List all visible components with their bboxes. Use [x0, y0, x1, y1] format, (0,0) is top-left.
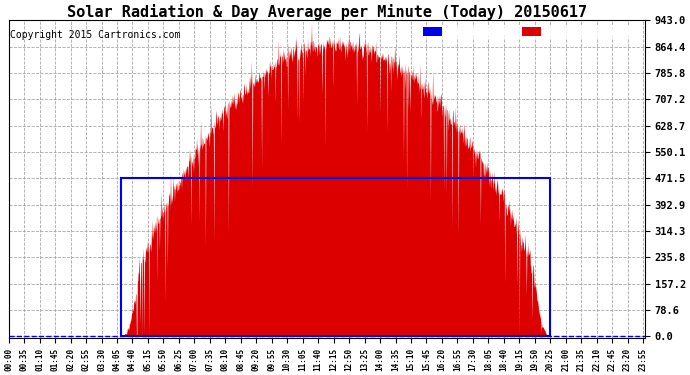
Bar — [121, 178, 550, 336]
Text: Copyright 2015 Cartronics.com: Copyright 2015 Cartronics.com — [10, 30, 180, 40]
Title: Solar Radiation & Day Average per Minute (Today) 20150617: Solar Radiation & Day Average per Minute… — [67, 4, 586, 20]
Legend: Median (W/m2), Radiation (W/m2): Median (W/m2), Radiation (W/m2) — [421, 25, 640, 39]
